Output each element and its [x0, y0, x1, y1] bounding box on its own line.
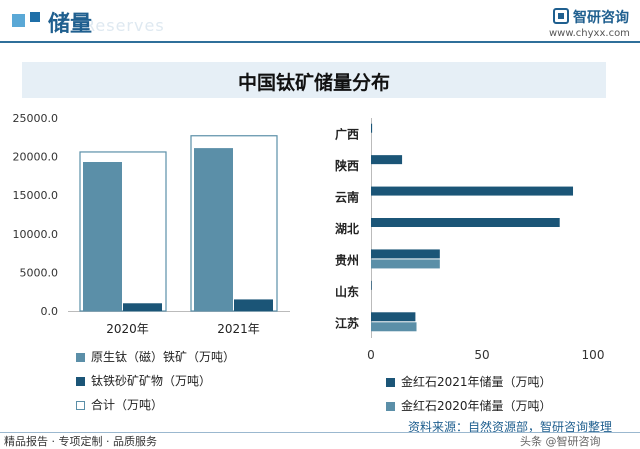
- legend-swatch: [76, 353, 85, 362]
- page-footer: 精品报告 · 专项定制 · 品质服务 头条 @智研咨询: [0, 432, 640, 449]
- legend-swatch: [76, 377, 85, 386]
- legend-left-item: 钛铁砂矿矿物（万吨）: [76, 372, 211, 389]
- header-square-small-icon: [30, 12, 40, 22]
- y-category-label: 贵州: [335, 252, 359, 267]
- y-tick-label: 15000.0: [13, 189, 59, 202]
- legend-label: 金红石2021年储量（万吨）: [401, 375, 552, 389]
- y-category-label: 山东: [335, 284, 359, 299]
- y-tick-label: 25000.0: [13, 112, 59, 125]
- header-ghost-text: Reserves: [84, 16, 165, 35]
- bar-primary-titanomagnetite: [83, 162, 122, 311]
- page-title: 储量: [48, 12, 93, 37]
- y-tick-label: 5000.0: [20, 266, 59, 279]
- y-category-label: 陕西: [335, 158, 359, 173]
- x-tick-label: 0: [367, 348, 375, 362]
- bar-rutile-2020: [371, 259, 440, 269]
- legend-label: 原生钛（磁）铁矿（万吨）: [91, 350, 236, 364]
- y-tick-label: 20000.0: [13, 151, 59, 164]
- page-header: Reserves 储量 智研咨询 www.chyxx.com: [0, 0, 640, 44]
- legend-swatch: [386, 378, 395, 387]
- bar-primary-titanomagnetite: [194, 148, 233, 311]
- bar-rutile-2021: [371, 123, 373, 133]
- chart-title-band: 中国钛矿储量分布: [22, 62, 606, 98]
- chart-title: 中国钛矿储量分布: [237, 72, 390, 94]
- footer-credit: 头条 @智研咨询: [520, 435, 601, 448]
- x-tick-label: 100: [582, 348, 605, 362]
- legend-left-item: 合计（万吨）: [76, 396, 163, 413]
- legend-label: 合计（万吨）: [91, 398, 164, 412]
- legend-left-item: 原生钛（磁）铁矿（万吨）: [76, 348, 235, 365]
- bar-rutile-2021: [371, 280, 372, 290]
- source-note: 资料来源：自然资源部，智研咨询整理: [408, 420, 613, 434]
- y-tick-label: 10000.0: [13, 228, 59, 241]
- legend-swatch: [386, 402, 395, 411]
- bar-rutile-2021: [371, 249, 440, 259]
- bar-rutile-2021: [371, 186, 574, 196]
- header-divider: [0, 41, 640, 43]
- header-square-icon: [12, 14, 25, 27]
- y-tick-label: 0.0: [41, 305, 59, 318]
- legend-right-item: 金红石2020年储量（万吨）: [386, 397, 552, 414]
- y-category-label: 云南: [335, 190, 359, 205]
- y-category-label: 江苏: [335, 315, 359, 330]
- bar-ilmenite-sand: [123, 303, 162, 311]
- y-category-label: 广西: [335, 127, 359, 142]
- legend-label: 钛铁砂矿矿物（万吨）: [91, 374, 212, 388]
- legend-swatch: [76, 401, 85, 410]
- brand-url: www.chyxx.com: [549, 28, 630, 39]
- x-tick-label: 50: [474, 348, 489, 362]
- legend-label: 金红石2020年储量（万吨）: [401, 399, 552, 413]
- brand-name: 智研咨询: [573, 10, 629, 26]
- chyxx-logo-icon: [553, 8, 569, 24]
- x-tick-label: 2021年: [217, 322, 260, 336]
- bar-rutile-2021: [371, 312, 416, 322]
- legend-right-item: 金红石2021年储量（万吨）: [386, 373, 552, 390]
- x-tick-label: 2020年: [106, 322, 149, 336]
- bar-rutile-2021: [371, 155, 403, 165]
- y-category-label: 湖北: [335, 221, 359, 236]
- footer-text: 精品报告 · 专项定制 · 品质服务: [4, 435, 157, 448]
- bar-ilmenite-sand: [234, 299, 273, 311]
- bar-rutile-2021: [371, 218, 560, 227]
- bar-rutile-2020: [371, 322, 417, 332]
- footer-divider: [0, 432, 640, 433]
